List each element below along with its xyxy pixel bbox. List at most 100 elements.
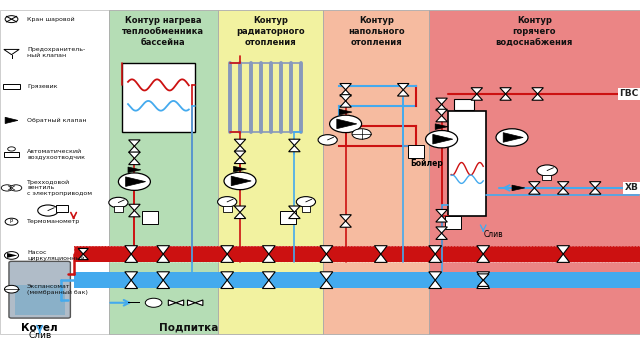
Bar — [122, 63, 195, 132]
Bar — [0, 10, 109, 334]
Circle shape — [330, 115, 362, 133]
Polygon shape — [221, 246, 234, 254]
Polygon shape — [557, 182, 569, 188]
Polygon shape — [125, 280, 138, 288]
Polygon shape — [436, 104, 447, 111]
Bar — [128, 302, 140, 303]
Text: Котел: Котел — [21, 323, 58, 333]
Polygon shape — [125, 272, 138, 280]
Bar — [454, 99, 474, 110]
Text: Контур
горячего
водоснабжения: Контур горячего водоснабжения — [496, 16, 573, 47]
Text: Слив: Слив — [483, 230, 503, 239]
Polygon shape — [289, 145, 300, 152]
Polygon shape — [512, 185, 525, 191]
Circle shape — [1, 185, 13, 191]
Polygon shape — [221, 254, 234, 262]
Bar — [109, 10, 218, 334]
Polygon shape — [589, 182, 601, 188]
Bar — [280, 212, 296, 224]
Circle shape — [10, 185, 22, 191]
Text: Слив: Слив — [28, 331, 51, 340]
Polygon shape — [397, 90, 409, 96]
Polygon shape — [262, 272, 275, 280]
Circle shape — [38, 205, 58, 216]
Polygon shape — [125, 254, 138, 262]
Polygon shape — [234, 157, 246, 164]
Text: Экспансомат
(мембранный бак): Экспансомат (мембранный бак) — [27, 284, 88, 295]
Polygon shape — [129, 146, 140, 152]
Text: Контур
радиаторного
отопления: Контур радиаторного отопления — [236, 16, 305, 47]
Polygon shape — [234, 166, 246, 172]
Polygon shape — [157, 272, 170, 280]
Polygon shape — [262, 254, 275, 262]
Polygon shape — [397, 84, 409, 90]
Bar — [74, 272, 640, 288]
Polygon shape — [157, 254, 170, 262]
Polygon shape — [436, 227, 447, 233]
Polygon shape — [500, 94, 511, 100]
Polygon shape — [477, 254, 490, 262]
Polygon shape — [340, 95, 351, 101]
Polygon shape — [500, 88, 511, 94]
Polygon shape — [234, 145, 246, 152]
Polygon shape — [477, 272, 490, 280]
Bar — [114, 206, 123, 212]
Polygon shape — [125, 246, 138, 254]
Circle shape — [224, 172, 256, 190]
Bar — [4, 152, 19, 157]
Polygon shape — [337, 119, 357, 129]
Text: Насос
циркуляционный: Насос циркуляционный — [27, 250, 84, 261]
Polygon shape — [320, 272, 333, 280]
Polygon shape — [529, 182, 540, 188]
Polygon shape — [188, 300, 195, 306]
Polygon shape — [129, 152, 140, 158]
Text: Термоманометр: Термоманометр — [27, 219, 80, 224]
Polygon shape — [78, 254, 88, 260]
Polygon shape — [7, 253, 17, 258]
Polygon shape — [435, 124, 448, 129]
Polygon shape — [589, 188, 601, 194]
FancyBboxPatch shape — [9, 261, 70, 318]
Polygon shape — [374, 254, 387, 262]
Text: Автоматический
воздухоотводчик: Автоматический воздухоотводчик — [27, 149, 85, 160]
Polygon shape — [176, 300, 184, 306]
Circle shape — [218, 197, 237, 207]
Bar — [142, 212, 158, 224]
Circle shape — [296, 197, 316, 207]
Bar — [429, 10, 640, 334]
Bar — [218, 10, 323, 334]
Polygon shape — [557, 188, 569, 194]
Polygon shape — [532, 94, 543, 100]
Polygon shape — [429, 254, 442, 262]
Polygon shape — [340, 215, 351, 221]
Text: ХВ: ХВ — [625, 183, 639, 192]
Polygon shape — [557, 246, 570, 254]
Polygon shape — [289, 212, 300, 219]
Polygon shape — [503, 133, 524, 142]
Bar — [74, 246, 640, 262]
Polygon shape — [234, 212, 246, 219]
Polygon shape — [477, 246, 490, 254]
Polygon shape — [471, 88, 483, 94]
Polygon shape — [436, 233, 447, 239]
Polygon shape — [168, 300, 176, 306]
Polygon shape — [157, 246, 170, 254]
Circle shape — [8, 147, 15, 151]
Polygon shape — [340, 101, 351, 107]
Polygon shape — [289, 206, 300, 212]
Polygon shape — [320, 280, 333, 288]
Polygon shape — [320, 254, 333, 262]
Bar — [3, 84, 20, 89]
Polygon shape — [471, 94, 483, 100]
Bar — [445, 216, 461, 229]
Polygon shape — [234, 151, 246, 157]
Circle shape — [496, 129, 528, 146]
Polygon shape — [436, 209, 447, 216]
Bar — [542, 175, 551, 180]
Polygon shape — [557, 254, 570, 262]
Bar — [15, 285, 65, 315]
Polygon shape — [436, 116, 447, 122]
Polygon shape — [234, 206, 246, 212]
Text: P: P — [10, 219, 13, 224]
Polygon shape — [234, 139, 246, 145]
